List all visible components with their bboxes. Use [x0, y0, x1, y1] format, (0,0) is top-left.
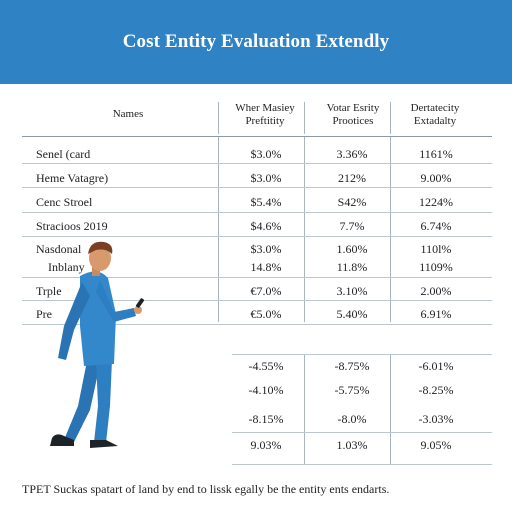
row-value: 1.60% [336, 242, 368, 256]
lower-row-value: 9.03% [250, 438, 282, 452]
lower-row-value: -4.10% [248, 383, 284, 397]
row-value: 2.00% [420, 284, 452, 298]
man-neck [92, 266, 100, 276]
row-value: 14.8% [250, 260, 282, 274]
lower-row-value: -5.75% [334, 383, 370, 397]
row-value: 212% [338, 171, 366, 185]
row-value: $3.0% [250, 242, 282, 256]
man-front-leg [94, 358, 112, 443]
page-title: Cost Entity Evaluation Extendly [122, 31, 390, 52]
man-front-arm [96, 280, 136, 322]
lower-row-value: -8.15% [248, 412, 284, 426]
lower-row-value: 9.05% [420, 438, 452, 452]
man-back-leg [64, 356, 100, 442]
row-value: 11.8% [336, 260, 368, 274]
lower-row-value: -3.03% [418, 412, 454, 426]
row-name: Heme Vatagre) [36, 171, 109, 185]
row-value: $5.4% [250, 195, 282, 209]
lower-row-value: -4.55% [248, 359, 284, 373]
row-rule [232, 464, 492, 465]
row-value: $3.0% [250, 147, 282, 161]
column-header-2-line1: Votar Esrity [326, 102, 380, 114]
phone-icon [135, 298, 145, 308]
header-bar: Cost Entity Evaluation Extendly [0, 0, 512, 84]
column-divider [304, 136, 305, 322]
row-value: 1109% [419, 260, 453, 274]
column-divider [218, 102, 219, 134]
footer-note: TPET Suckas spatart of land by end to li… [22, 482, 390, 496]
row-value: $4.6% [250, 219, 282, 233]
column-header-3-line1: Dertatecity [410, 102, 460, 114]
column-header-1: Wher Masiey Preftitity [222, 102, 308, 128]
column-header-1-line1: Wher Masiey [235, 102, 295, 114]
row-name: Trple [36, 284, 62, 298]
row-value: $3.0% [250, 171, 282, 185]
column-divider [390, 354, 391, 464]
row-value: S42% [337, 195, 367, 209]
lower-row-value: -8.0% [337, 412, 367, 426]
column-header-names: Names [88, 108, 168, 121]
column-header-3-line2: Extadalty [413, 115, 457, 127]
row-rule [232, 432, 492, 433]
row-rule [22, 300, 492, 301]
row-name: Stracioos 2019 [36, 219, 108, 233]
column-header-3: Dertatecity Extadalty [392, 102, 478, 128]
row-name: Nasdonal [36, 242, 82, 256]
header-rule [22, 136, 492, 137]
row-rule [22, 187, 492, 188]
row-name: Senel (card [36, 147, 91, 161]
column-divider [304, 102, 305, 134]
column-header-names-label: Names [112, 108, 144, 120]
row-rule [22, 324, 492, 325]
man-with-phone-illustration [50, 241, 145, 448]
row-name: Pre [36, 307, 52, 321]
row-name: Inblany [48, 260, 85, 274]
row-value: 1224% [419, 195, 453, 209]
row-rule [232, 354, 492, 355]
column-header-2: Votar Esrity Prootices [310, 102, 396, 128]
man-front-shoe [90, 440, 118, 448]
man-hair [88, 241, 113, 254]
column-header-1-line2: Preftitity [245, 115, 285, 127]
column-divider [218, 136, 219, 322]
row-rule [22, 163, 492, 164]
lower-row-value: -6.01% [418, 359, 454, 373]
row-rule [22, 277, 492, 278]
row-value: €5.0% [250, 307, 282, 321]
row-value: 6.74% [420, 219, 452, 233]
man-head [89, 245, 111, 271]
man-torso [80, 271, 116, 366]
row-rule [22, 236, 492, 237]
row-rule [22, 212, 492, 213]
row-value: 110l% [420, 242, 452, 256]
row-value: 5.40% [336, 307, 368, 321]
man-back-arm [58, 282, 90, 360]
row-value: 7.7% [339, 219, 365, 233]
column-divider [304, 354, 305, 464]
row-value: 9.00% [420, 171, 452, 185]
row-value: €7.0% [250, 284, 282, 298]
column-divider [390, 102, 391, 134]
lower-row-value: -8.25% [418, 383, 454, 397]
lower-row-value: -8.75% [334, 359, 370, 373]
man-hand [134, 306, 142, 314]
row-value: 3.36% [336, 147, 368, 161]
column-divider [390, 136, 391, 322]
column-header-2-line2: Prootices [332, 115, 374, 127]
man-back-shoe [50, 434, 74, 446]
row-value: 6.91% [420, 307, 452, 321]
row-value: 3.10% [336, 284, 368, 298]
lower-row-value: 1.03% [336, 438, 368, 452]
row-value: 1161% [419, 147, 453, 161]
data-table: Names Wher Masiey Preftitity Votar Esrit… [0, 84, 512, 484]
row-name: Cenc Stroel [36, 195, 93, 209]
